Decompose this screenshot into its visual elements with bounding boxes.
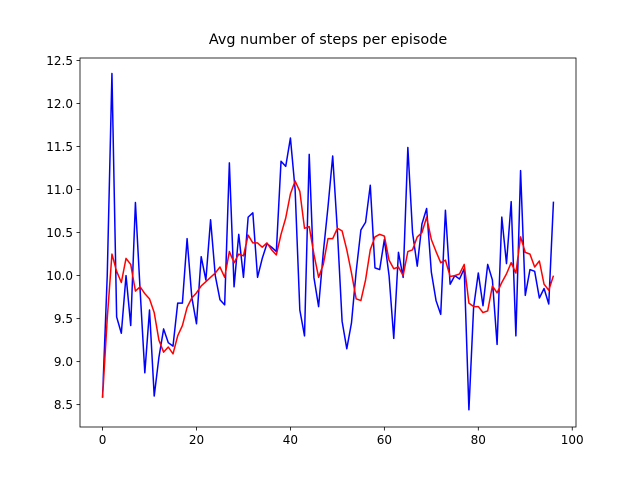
x-tick-label: 0	[99, 433, 107, 447]
y-tick-label: 11.0	[46, 183, 73, 197]
plot-frame	[79, 57, 577, 428]
x-tick-label: 20	[189, 433, 204, 447]
data-line	[101, 72, 555, 411]
y-tick-label: 9.5	[54, 312, 73, 326]
x-tick-label: 80	[471, 433, 486, 447]
data-line	[101, 180, 555, 398]
y-tick-label: 10.5	[46, 226, 73, 240]
y-tick-label: 11.5	[46, 140, 73, 154]
x-tick-label: 60	[377, 433, 392, 447]
y-tick-label: 10.0	[46, 269, 73, 283]
y-tick-label: 8.5	[54, 398, 73, 412]
x-tick-label: 100	[561, 433, 584, 447]
y-tick-label: 9.0	[54, 355, 73, 369]
y-tick-label: 12.5	[46, 54, 73, 68]
x-tick-label: 40	[283, 433, 298, 447]
chart-title: Avg number of steps per episode	[209, 32, 448, 48]
y-tick-label: 12.0	[46, 97, 73, 111]
